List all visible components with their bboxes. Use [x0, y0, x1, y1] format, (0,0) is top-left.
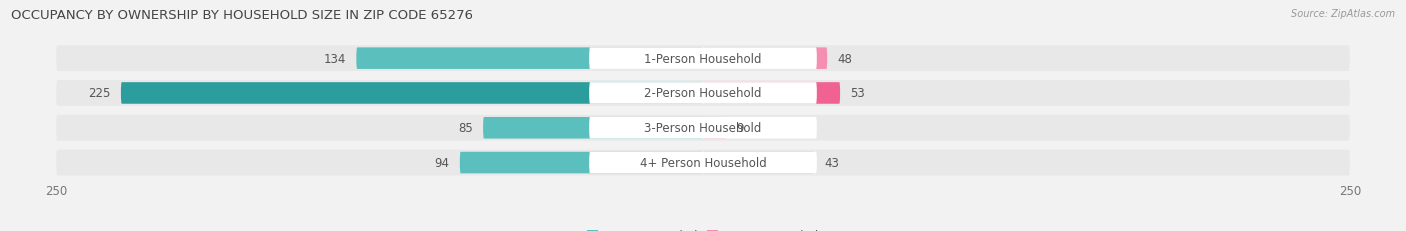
FancyBboxPatch shape — [703, 152, 814, 174]
Text: 53: 53 — [851, 87, 865, 100]
FancyBboxPatch shape — [56, 116, 1350, 141]
FancyBboxPatch shape — [589, 118, 817, 139]
FancyBboxPatch shape — [589, 152, 817, 174]
Text: 1-Person Household: 1-Person Household — [644, 52, 762, 65]
Text: 43: 43 — [824, 156, 839, 169]
Text: 94: 94 — [434, 156, 450, 169]
FancyBboxPatch shape — [589, 83, 817, 104]
FancyBboxPatch shape — [484, 118, 703, 139]
Text: 9: 9 — [737, 122, 744, 135]
FancyBboxPatch shape — [56, 46, 1350, 72]
Legend: Owner-occupied, Renter-occupied: Owner-occupied, Renter-occupied — [582, 224, 824, 231]
FancyBboxPatch shape — [121, 83, 703, 104]
Text: 225: 225 — [89, 87, 111, 100]
FancyBboxPatch shape — [703, 83, 841, 104]
Text: 2-Person Household: 2-Person Household — [644, 87, 762, 100]
FancyBboxPatch shape — [703, 118, 727, 139]
FancyBboxPatch shape — [56, 81, 1350, 106]
FancyBboxPatch shape — [703, 48, 827, 70]
Text: 48: 48 — [838, 52, 852, 65]
Text: OCCUPANCY BY OWNERSHIP BY HOUSEHOLD SIZE IN ZIP CODE 65276: OCCUPANCY BY OWNERSHIP BY HOUSEHOLD SIZE… — [11, 9, 474, 22]
Text: Source: ZipAtlas.com: Source: ZipAtlas.com — [1291, 9, 1395, 19]
Text: 3-Person Household: 3-Person Household — [644, 122, 762, 135]
FancyBboxPatch shape — [589, 48, 817, 70]
Text: 134: 134 — [323, 52, 346, 65]
Text: 4+ Person Household: 4+ Person Household — [640, 156, 766, 169]
Text: 85: 85 — [458, 122, 472, 135]
FancyBboxPatch shape — [356, 48, 703, 70]
FancyBboxPatch shape — [460, 152, 703, 174]
FancyBboxPatch shape — [56, 150, 1350, 176]
